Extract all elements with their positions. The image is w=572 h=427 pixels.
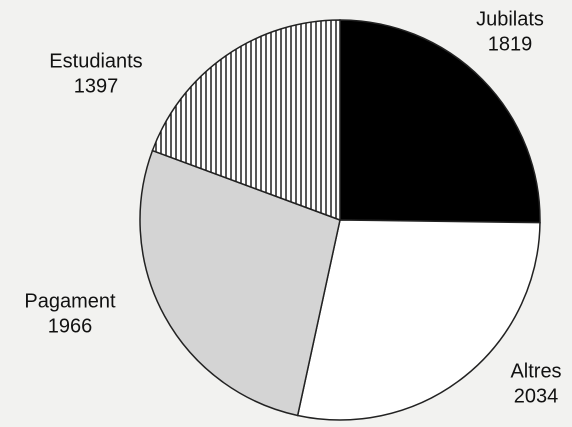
pie-slice xyxy=(339,19,541,224)
slice-label: Altres xyxy=(510,360,561,382)
pie-slice xyxy=(151,19,341,222)
pie-slice xyxy=(139,149,341,417)
slice-value: 1819 xyxy=(488,33,533,55)
slice-value: 1397 xyxy=(74,75,119,97)
pie-slice xyxy=(296,219,541,421)
slice-value: 1966 xyxy=(48,315,93,337)
slice-value: 2034 xyxy=(514,385,559,407)
slice-label: Estudiants xyxy=(49,50,142,72)
slice-label: Jubilats xyxy=(476,8,544,30)
slice-label: Pagament xyxy=(24,290,116,312)
